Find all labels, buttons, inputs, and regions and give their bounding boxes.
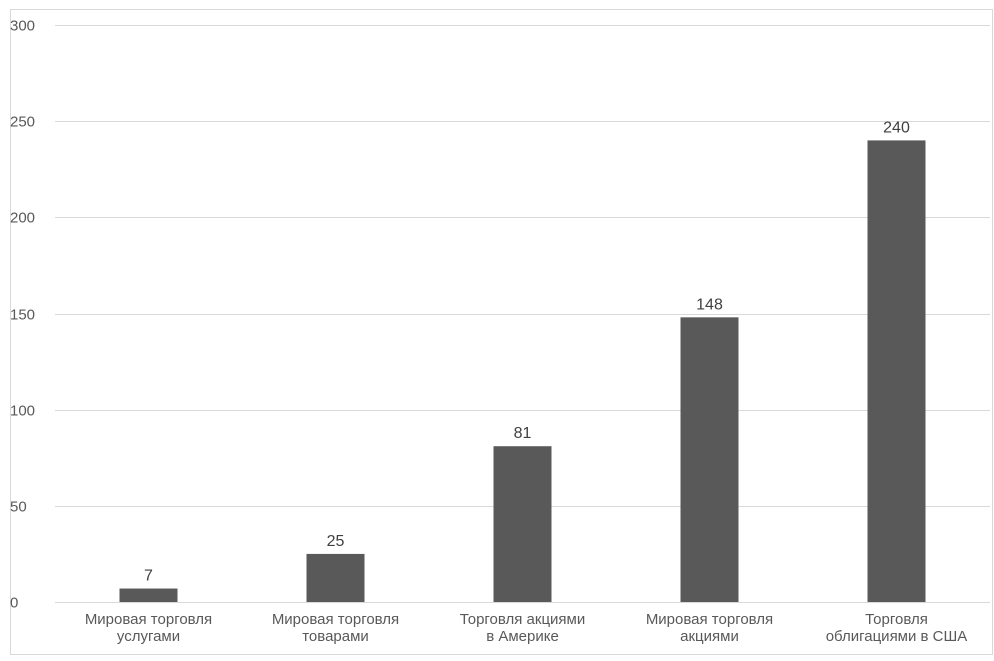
- y-tick-label: 300: [10, 18, 35, 35]
- x-category-label: в Америке: [486, 628, 559, 645]
- data-label: 240: [883, 119, 910, 136]
- x-category-label: Мировая торговля: [272, 611, 399, 628]
- x-category-label: акциями: [680, 628, 739, 645]
- x-category-label: облигациями в США: [826, 628, 968, 645]
- x-category-label: Торговля: [865, 611, 928, 628]
- y-tick-label: 250: [10, 114, 35, 131]
- y-tick-label: 150: [10, 307, 35, 324]
- bar: [680, 317, 739, 602]
- x-category-label: Мировая торговля: [646, 611, 773, 628]
- data-label: 25: [327, 533, 345, 550]
- x-category-label: услугами: [117, 628, 180, 645]
- y-tick-label: 100: [10, 403, 35, 420]
- x-category-label: Мировая торговля: [85, 611, 212, 628]
- bar: [493, 446, 552, 602]
- bar: [867, 140, 926, 602]
- data-label: 7: [144, 568, 153, 585]
- data-label: 81: [514, 425, 532, 442]
- x-category-label: Торговля акциями: [460, 611, 586, 628]
- y-tick-label: 0: [10, 595, 18, 612]
- x-category-label: товарами: [302, 628, 369, 645]
- y-tick-label: 50: [10, 499, 27, 516]
- data-label: 148: [696, 296, 723, 313]
- bar: [119, 588, 178, 602]
- y-tick-label: 200: [10, 210, 35, 227]
- chart-frame: [10, 9, 993, 655]
- bar: [306, 553, 365, 602]
